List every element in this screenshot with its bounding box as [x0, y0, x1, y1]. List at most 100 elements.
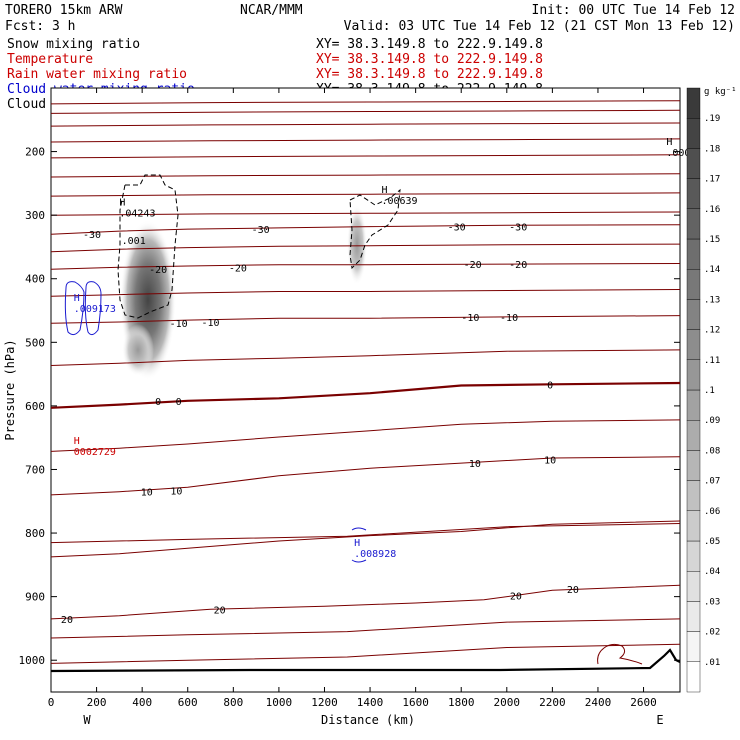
plot-area: -30 -30 -30 -30 -20 -20 -20 -20 -10 -10 -10 -10 0 0 0 1… — [19, 87, 691, 709]
y-tick-label: 300 — [25, 209, 45, 222]
temperature-contour-label: 0 — [547, 380, 553, 391]
field-name: Snow mixing ratio — [7, 37, 140, 52]
temperature-contour-label: 10 — [544, 455, 556, 466]
colorbar-unit: g kg⁻¹ — [704, 87, 737, 97]
rain-contour-east — [597, 643, 643, 665]
temperature-contour-label: -20 — [149, 265, 167, 276]
temperature-contour-upper — [50, 100, 681, 105]
colorbar-swatch — [686, 148, 701, 179]
temperature-contour-minor — [50, 289, 681, 297]
x-tick-label: 2600 — [630, 696, 657, 709]
temperature-contour-minor — [50, 419, 681, 452]
colorbar-swatch — [686, 510, 701, 542]
temperature-contour-lower — [50, 523, 681, 544]
field-xy: XY= 38.3.149.8 to 222.9.149.8 — [316, 37, 543, 52]
temperature-contour-label: -30 — [252, 225, 270, 236]
maximum-marker: H .04243 — [119, 198, 155, 220]
x-tick-label: 2000 — [494, 696, 521, 709]
east-label: E — [656, 713, 663, 727]
colorbar-label: .09 — [704, 416, 720, 426]
temperature-contour-lower — [50, 643, 681, 664]
maximum-marker: H .009173 — [74, 293, 116, 315]
maximum-marker: H .00639 — [381, 185, 417, 207]
temperature-contour-upper — [50, 173, 681, 178]
y-tick-label: 400 — [25, 273, 45, 286]
snow-shade-lower — [122, 324, 154, 376]
colorbar-swatch — [686, 631, 701, 662]
colorbar-swatch — [686, 329, 701, 361]
temperature-contour-minor — [50, 349, 681, 366]
temperature-contour-label: 0 — [176, 397, 182, 408]
x-tick-label: 1800 — [448, 696, 475, 709]
colorbar-swatch — [686, 450, 701, 481]
colorbar-swatch — [686, 299, 701, 330]
x-tick-label: 2200 — [539, 696, 566, 709]
x-tick-label: 800 — [223, 696, 243, 709]
maxima-labels: H .04243 .001 H .00639 H .000 H 0002729 H .009173 H… — [74, 137, 691, 560]
colorbar-label: .08 — [704, 446, 720, 456]
colorbar-label: .1 — [704, 386, 715, 396]
temperature-contour-label: -20 — [229, 263, 247, 274]
temperature-contour-label: -20 — [464, 260, 482, 271]
maximum-label: H 0002729 — [74, 436, 116, 458]
temperature-contour-label: -10 — [461, 313, 479, 324]
x-axis-label: Distance (km) — [321, 713, 415, 727]
colorbar-swatch — [686, 269, 701, 300]
temperature-contour-label: -30 — [83, 230, 101, 241]
temperature-contour-label: 20 — [567, 585, 579, 596]
temperature-contour-label: -10 — [201, 318, 219, 329]
temperature-contour-lower — [50, 618, 681, 639]
maximum-label: H .008928 — [354, 538, 396, 560]
temperature-contour — [50, 224, 681, 235]
temperature-contour-label: -30 — [448, 223, 466, 234]
colorbar-label: .17 — [704, 175, 720, 185]
temperature-contour-upper — [50, 138, 681, 143]
temperature-contour — [50, 456, 681, 496]
model-title: TORERO 15km ARW — [5, 3, 123, 18]
snow-contour-west — [117, 174, 179, 319]
field-xy: XY= 38.3.149.8 to 222.9.149.8 — [316, 52, 543, 67]
maximum-label: H .04243 — [119, 198, 155, 220]
maximum-marker: H 0002729 — [74, 436, 116, 458]
colorbar-swatch — [686, 238, 701, 270]
colorbar-label: .13 — [704, 295, 720, 305]
y-tick-label: 700 — [25, 463, 45, 476]
y-tick-label: 1000 — [19, 654, 46, 667]
temperature-contour-label: -20 — [509, 260, 527, 271]
temperature-contour-label: 10 — [469, 459, 481, 470]
colorbar-label: .11 — [704, 356, 720, 366]
x-tick-label: 1200 — [311, 696, 338, 709]
temperature-contour-label: 20 — [214, 605, 226, 616]
temperature-contour-label: -30 — [509, 223, 527, 234]
colorbar-swatch — [686, 178, 701, 210]
colorbar-label: .05 — [704, 537, 720, 547]
maximum-label: H .00639 — [381, 185, 417, 207]
snow-shade-east — [347, 205, 367, 285]
temperature-contour-label: 10 — [141, 488, 153, 499]
temperature-contour — [50, 584, 681, 620]
temperature-contour-upper — [50, 122, 681, 127]
temperature-contour — [50, 381, 681, 409]
rain-contour — [597, 643, 643, 665]
colorbar-label: .02 — [704, 628, 720, 638]
center-title: NCAR/MMM — [240, 3, 303, 18]
field-name: Temperature — [7, 52, 93, 67]
init-time: Init: 00 UTC Tue 14 Feb 12 — [532, 3, 736, 18]
x-tick-label: 200 — [87, 696, 107, 709]
x-tick-label: 1000 — [266, 696, 293, 709]
maximum-label: H .000 — [666, 137, 690, 159]
x-axis-ticks: 0 200 400 600 800 1000 1200 1400 1600 1800 2000 220… — [48, 88, 657, 709]
colorbar-label: .18 — [704, 144, 720, 154]
colorbar: g kg⁻¹ .01 .02 .03 .04 .05 .06 .07 .08 .09 .1 .11.… — [686, 87, 737, 693]
terrain-line — [50, 648, 681, 673]
x-tick-label: 2400 — [585, 696, 612, 709]
x-tick-label: 400 — [132, 696, 152, 709]
temperature-contour-upper — [50, 154, 681, 159]
colorbar-swatch — [686, 117, 701, 149]
colorbar-swatch — [686, 389, 701, 421]
y-tick-label: 200 — [25, 146, 45, 159]
colorbar-swatch — [686, 571, 701, 602]
colorbar-label: .06 — [704, 507, 720, 517]
temperature-contour-label: 0 — [155, 397, 161, 408]
